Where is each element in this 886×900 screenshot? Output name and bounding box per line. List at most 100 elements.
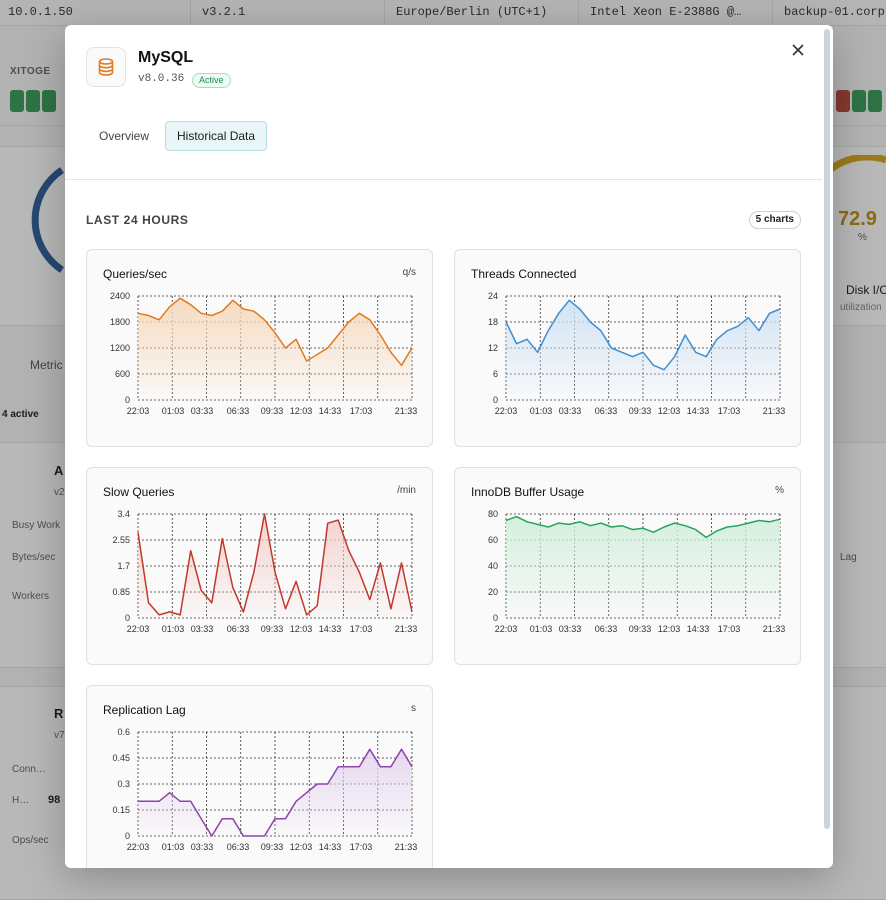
series-line [137,297,413,367]
x-tick-label: 17:03 [350,406,373,416]
backup-host-value: backup-01.corp [784,5,885,19]
x-tick-label: 06:33 [227,406,250,416]
x-tick-label: 09:33 [261,406,284,416]
version-value: v3.2.1 [202,5,246,19]
status-badge: Active [192,73,231,88]
y-tick-label: 1.7 [117,561,130,571]
y-tick-label: 0 [493,613,498,623]
modal-tabs: Overview Historical Data [87,121,268,151]
service-detail-modal: MySQL v8.0.36 Active Overview Historical… [65,25,833,868]
busy-workers-label: Busy Work [12,520,61,531]
x-tick-label: 14:33 [319,842,342,852]
x-tick-label: 03:33 [191,842,214,852]
cpu-value: Intel Xeon E-2388G @… [590,5,742,19]
x-tick-label: 09:33 [629,624,652,634]
ops-sec-label: Ops/sec [12,835,49,846]
x-tick-label: 22:03 [127,406,150,416]
chart-title: Replication Lag [103,703,186,717]
x-tick-label: 14:33 [687,624,710,634]
threads-chart: 24 18 12 6 022:03 01:03 03:33 06:33 09:33 12:03 14… [488,291,785,416]
chart-card-queries: Queries/sec q/s 2400 1800 1200 600 0 22:03 01:… [86,249,433,447]
status-chip [26,90,40,112]
y-tick-label: 12 [488,343,498,353]
x-tick-label: 21:33 [395,406,418,416]
x-tick-label: 21:33 [395,842,418,852]
x-tick-label: 21:33 [395,624,418,634]
queries-chart: 2400 1800 1200 600 022:03 01:03 03:33 06:33 09:3… [110,291,418,416]
chart-unit: q/s [402,267,416,278]
y-tick-label: 2.55 [112,535,130,545]
x-tick-label: 22:03 [127,624,150,634]
status-chip [42,90,56,112]
modal-scrollbar[interactable] [824,29,830,829]
y-tick-label: 20 [488,587,498,597]
x-tick-label: 21:33 [763,624,786,634]
status-chip [836,90,850,112]
x-tick-label: 17:03 [350,842,373,852]
metrics-label: Metric [30,358,63,372]
series-line [505,515,781,539]
x-tick-label: 14:33 [687,406,710,416]
y-tick-label: 1800 [110,317,130,327]
x-tick-label: 22:03 [495,406,518,416]
y-tick-label: 3.4 [117,509,130,519]
disk-gauge-arc [828,155,886,172]
database-icon [86,47,126,87]
x-tick-label: 12:03 [290,842,313,852]
chart-unit: s [411,703,416,714]
x-tick-label: 03:33 [559,624,582,634]
lag-label: Lag [840,552,857,563]
status-chip [10,90,24,112]
x-tick-label: 01:03 [530,406,553,416]
tab-historical-data[interactable]: Historical Data [165,121,268,151]
series-area [506,516,780,618]
h-value: 98 [48,794,61,806]
x-tick-label: 03:33 [191,406,214,416]
y-tick-label: 18 [488,317,498,327]
chart-title: Slow Queries [103,485,175,499]
tab-overview[interactable]: Overview [99,129,150,143]
x-tick-label: 09:33 [629,406,652,416]
y-tick-label: 0.45 [112,753,130,763]
x-tick-label: 12:03 [658,624,681,634]
disk-io-sub: utilization [840,302,882,313]
ip-address: 10.0.1.50 [8,5,73,19]
status-chip [868,90,882,112]
chart-count-badge: 5 charts [748,211,801,229]
host-label: XITOGE [10,66,51,77]
system-info-bar: 10.0.1.50 v3.2.1 Europe/Berlin (UTC+1) I… [0,0,886,26]
replication-lag-chart: 0.6 0.45 0.3 0.15 022:03 01:03 03:33 06:33 09:33… [112,727,418,852]
series-area [138,749,412,836]
y-tick-label: 24 [488,291,498,301]
chart-card-innodb: InnoDB Buffer Usage % 80 60 40 20 0 22:03 01:0… [454,467,801,665]
status-chip [852,90,866,112]
x-tick-label: 06:33 [227,842,250,852]
x-tick-label: 14:33 [319,624,342,634]
chart-title: Queries/sec [103,267,168,281]
section-label: LAST 24 HOURS [86,213,189,227]
x-tick-label: 17:03 [718,406,741,416]
active-count: 4 active [2,409,39,420]
y-tick-label: 60 [488,535,498,545]
x-tick-label: 17:03 [718,624,741,634]
y-tick-label: 0.3 [117,779,130,789]
y-tick-label: 0.85 [112,587,130,597]
gauge-arc [31,167,64,273]
chart-card-threads: Threads Connected 24 18 12 6 0 22:03 01:03 03:3… [454,249,801,447]
series-area [138,298,412,400]
service-version: v8.0.36 [138,73,185,85]
y-tick-label: 40 [488,561,498,571]
service-version: v2 [54,487,65,498]
x-tick-label: 03:33 [191,624,214,634]
service-letter: R [54,706,64,721]
x-tick-label: 06:33 [595,406,618,416]
y-tick-label: 2400 [110,291,130,301]
connections-label: Conn… [12,764,46,775]
series-line [138,748,413,837]
chart-unit: /min [397,485,416,496]
series-area [506,300,780,400]
x-tick-label: 12:03 [290,624,313,634]
close-button[interactable] [789,41,807,59]
x-tick-label: 09:33 [261,842,284,852]
bytes-sec-label: Bytes/sec [12,552,56,563]
